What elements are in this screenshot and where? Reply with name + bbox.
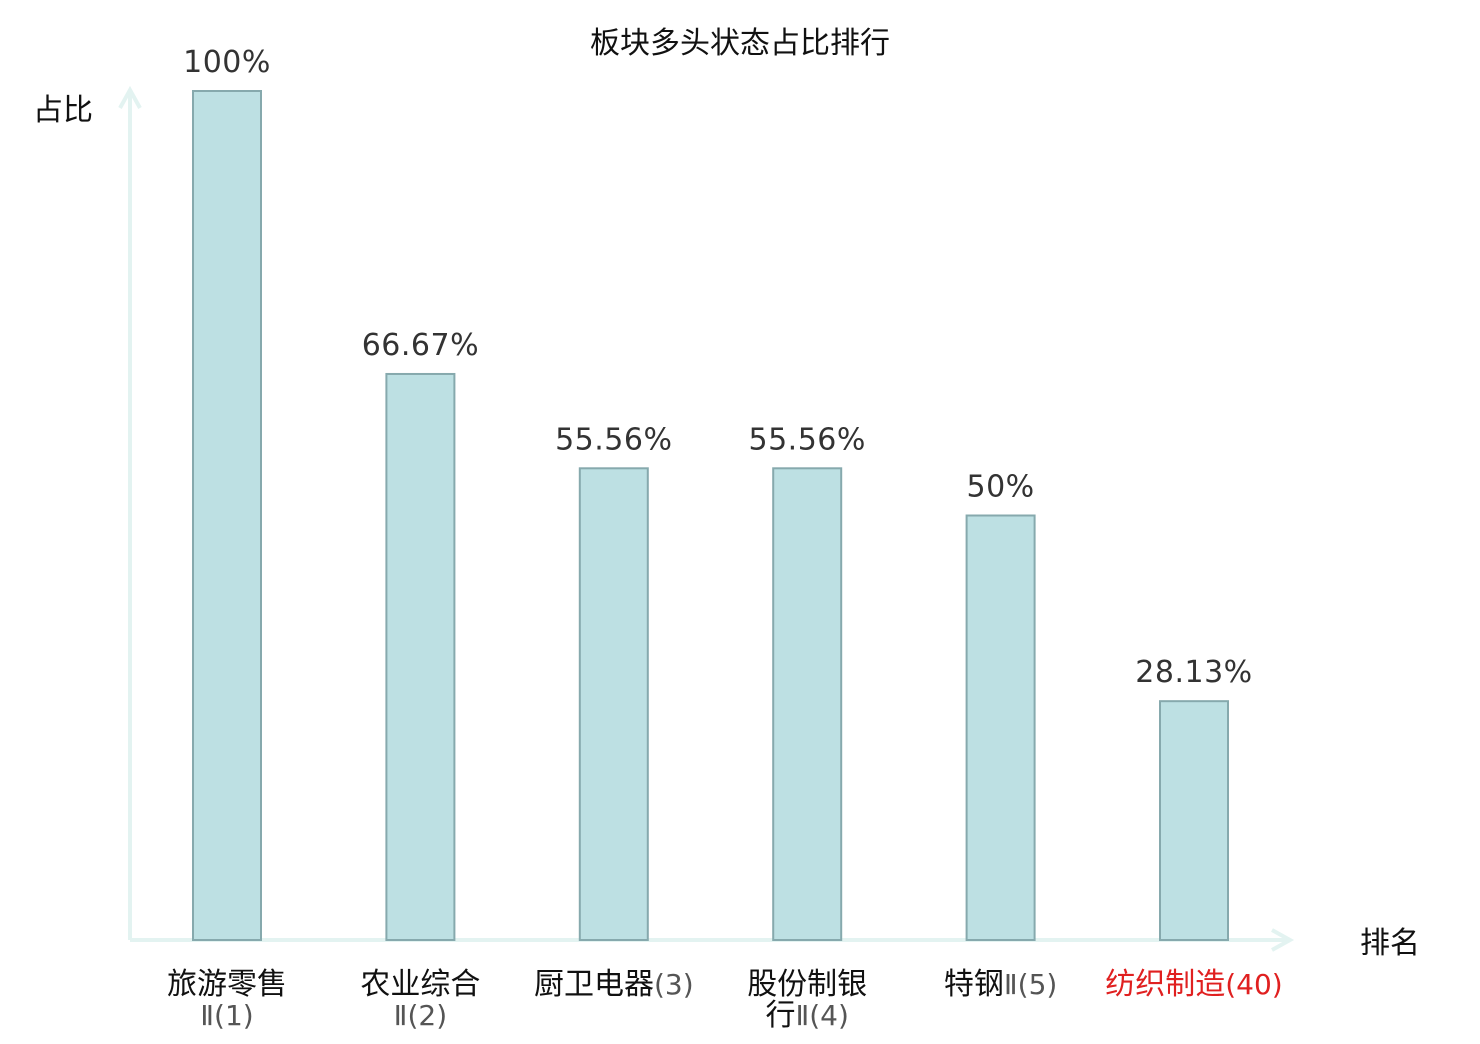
x-axis-label: 排名 [1360, 926, 1420, 961]
category-rank: Ⅱ(2) [394, 999, 447, 1032]
bar-5 [965, 514, 1036, 941]
value-label-1: 100% [183, 45, 271, 80]
value-labels-group: 100% 66.67% 55.56% 55.56% 50% 28.13% [183, 45, 1252, 690]
category-label-4: 股份制银行Ⅱ(4) [747, 967, 867, 1033]
category-name: 厨卫电器 [534, 967, 654, 1002]
category-label-6: 纺织制造(40) [1105, 967, 1282, 1002]
bar-4 [772, 467, 843, 941]
bar-1 [192, 90, 262, 941]
category-label-3: 厨卫电器(3) [534, 967, 694, 1002]
bar-3 [578, 467, 649, 941]
category-name: 旅游零售 [167, 967, 287, 1002]
chart-title: 板块多头状态占比排行 [590, 26, 890, 61]
value-label-4: 55.56% [749, 422, 866, 457]
category-rank: 行Ⅱ(4) [765, 998, 848, 1033]
bars-group [192, 90, 1229, 942]
category-label-5: 特钢Ⅱ(5) [944, 967, 1057, 1002]
value-label-3: 55.56% [555, 422, 672, 457]
category-rank: (40) [1225, 968, 1282, 1001]
value-label-5: 50% [967, 470, 1035, 505]
y-axis-label: 占比 [33, 93, 93, 128]
x-axis-arrow-icon [1271, 928, 1295, 952]
value-label-2: 66.67% [362, 328, 479, 363]
value-label-6: 28.13% [1135, 655, 1252, 690]
category-rank: Ⅱ(5) [1004, 968, 1057, 1001]
category-name: 股份制银 [747, 967, 867, 1002]
category-rank: (3) [654, 968, 694, 1001]
bar-6 [1159, 700, 1229, 941]
category-name: 纺织制造 [1105, 967, 1225, 1002]
category-label-1: 旅游零售 Ⅱ(1) [167, 967, 287, 1032]
y-axis: 占比 [33, 85, 142, 940]
category-rank: Ⅱ(1) [200, 999, 253, 1032]
category-name: 农业综合 [360, 967, 480, 1002]
y-axis-arrow-icon [118, 85, 142, 109]
category-labels-group: 旅游零售 Ⅱ(1) 农业综合 Ⅱ(2) 厨卫电器(3) 股份制银行Ⅱ(4) 特钢Ⅱ(5) 纺织… [167, 967, 1283, 1033]
category-name: 特钢 [944, 967, 1004, 1002]
category-label-2: 农业综合 Ⅱ(2) [360, 967, 480, 1032]
x-axis: 排名 [130, 926, 1420, 961]
bar-2 [385, 372, 456, 942]
